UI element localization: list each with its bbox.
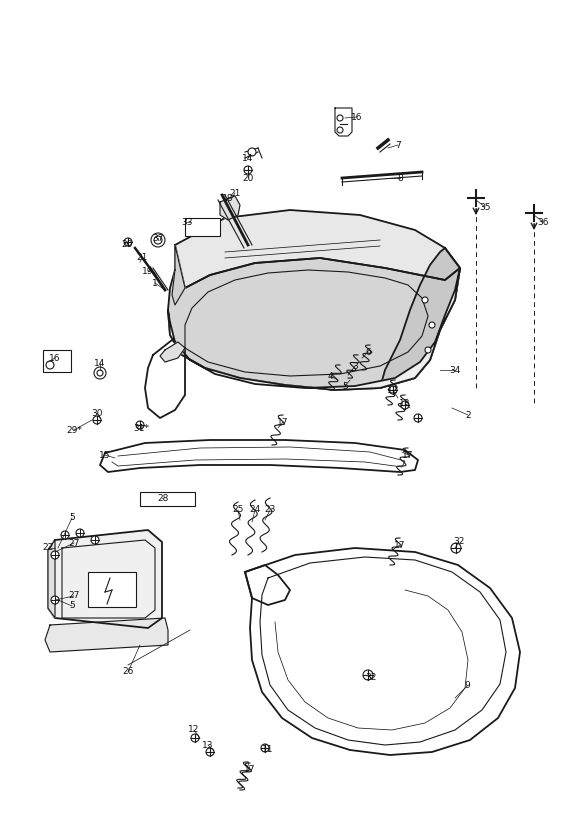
Text: 34: 34 <box>449 366 461 374</box>
Circle shape <box>261 744 269 752</box>
Text: 16: 16 <box>49 353 61 363</box>
Text: 12: 12 <box>387 386 399 395</box>
Bar <box>43 350 71 372</box>
Text: 8: 8 <box>397 174 403 182</box>
Bar <box>185 218 220 236</box>
Text: 23: 23 <box>264 505 276 514</box>
Text: 5: 5 <box>342 382 348 391</box>
Text: 11: 11 <box>262 746 274 755</box>
Circle shape <box>451 543 461 553</box>
Circle shape <box>191 734 199 742</box>
Text: 7: 7 <box>395 141 401 149</box>
Text: 4: 4 <box>327 372 333 381</box>
Circle shape <box>51 551 59 559</box>
Polygon shape <box>145 340 185 418</box>
Polygon shape <box>175 210 460 288</box>
Text: 36: 36 <box>538 218 549 227</box>
Circle shape <box>389 386 397 394</box>
Text: 31*: 31* <box>133 424 149 433</box>
Circle shape <box>51 596 59 604</box>
Text: 17: 17 <box>394 541 406 550</box>
Circle shape <box>248 148 256 156</box>
Circle shape <box>61 531 69 539</box>
Text: 1: 1 <box>152 279 158 288</box>
Text: 25: 25 <box>232 505 244 514</box>
Text: 17: 17 <box>244 765 256 775</box>
Text: 13: 13 <box>202 741 214 750</box>
Circle shape <box>154 236 162 244</box>
Circle shape <box>46 361 54 369</box>
Text: 17: 17 <box>278 418 289 427</box>
Polygon shape <box>48 540 55 618</box>
Text: 6: 6 <box>365 348 371 357</box>
Polygon shape <box>220 196 240 220</box>
Polygon shape <box>168 245 460 390</box>
Text: 19: 19 <box>142 268 154 277</box>
Text: 5: 5 <box>69 602 75 611</box>
Text: 29*: 29* <box>66 425 82 434</box>
Text: 18: 18 <box>222 194 234 203</box>
Text: 20: 20 <box>243 174 254 182</box>
Circle shape <box>401 401 409 409</box>
Text: 37: 37 <box>152 233 164 242</box>
Polygon shape <box>160 342 185 362</box>
Circle shape <box>414 414 422 422</box>
Text: 12: 12 <box>188 725 200 734</box>
Polygon shape <box>168 268 460 390</box>
Polygon shape <box>48 530 162 628</box>
Circle shape <box>337 127 343 133</box>
Circle shape <box>93 416 101 424</box>
Text: 22: 22 <box>43 544 54 553</box>
Text: 21: 21 <box>229 189 241 198</box>
Circle shape <box>136 421 144 429</box>
Bar <box>140 492 195 506</box>
Circle shape <box>429 322 435 328</box>
Circle shape <box>91 536 99 544</box>
Text: 17: 17 <box>402 451 414 460</box>
Polygon shape <box>245 565 290 605</box>
Circle shape <box>337 115 343 121</box>
Circle shape <box>206 748 214 756</box>
Text: 15: 15 <box>99 451 111 460</box>
Text: 24: 24 <box>250 505 261 514</box>
Text: 14: 14 <box>243 153 254 162</box>
Text: 27: 27 <box>68 592 80 601</box>
Circle shape <box>124 238 132 246</box>
Text: 27: 27 <box>68 539 80 547</box>
Text: 16: 16 <box>351 113 363 121</box>
Bar <box>88 572 136 607</box>
Text: 5: 5 <box>69 513 75 522</box>
Circle shape <box>422 297 428 303</box>
Text: 32: 32 <box>366 673 377 682</box>
Text: 20: 20 <box>121 240 133 249</box>
Text: 3: 3 <box>352 362 358 371</box>
Text: 14: 14 <box>94 358 106 368</box>
Text: 21: 21 <box>136 254 147 263</box>
Text: 32: 32 <box>454 537 465 546</box>
Circle shape <box>94 367 106 379</box>
Polygon shape <box>245 548 520 755</box>
Circle shape <box>363 670 373 680</box>
Polygon shape <box>172 245 185 305</box>
Circle shape <box>97 370 103 376</box>
Text: 33: 33 <box>181 218 193 227</box>
Text: 30: 30 <box>92 409 103 418</box>
Circle shape <box>244 166 252 174</box>
Text: 28: 28 <box>157 494 168 503</box>
Text: 35: 35 <box>479 203 491 212</box>
Polygon shape <box>45 618 168 652</box>
Polygon shape <box>380 248 460 388</box>
Circle shape <box>76 529 84 537</box>
Circle shape <box>425 347 431 353</box>
Polygon shape <box>335 108 352 136</box>
Polygon shape <box>100 440 418 472</box>
Circle shape <box>151 233 165 247</box>
Text: 9: 9 <box>464 681 470 691</box>
Text: 13: 13 <box>399 399 411 408</box>
Text: 2: 2 <box>465 410 471 419</box>
Text: 26: 26 <box>122 667 134 677</box>
